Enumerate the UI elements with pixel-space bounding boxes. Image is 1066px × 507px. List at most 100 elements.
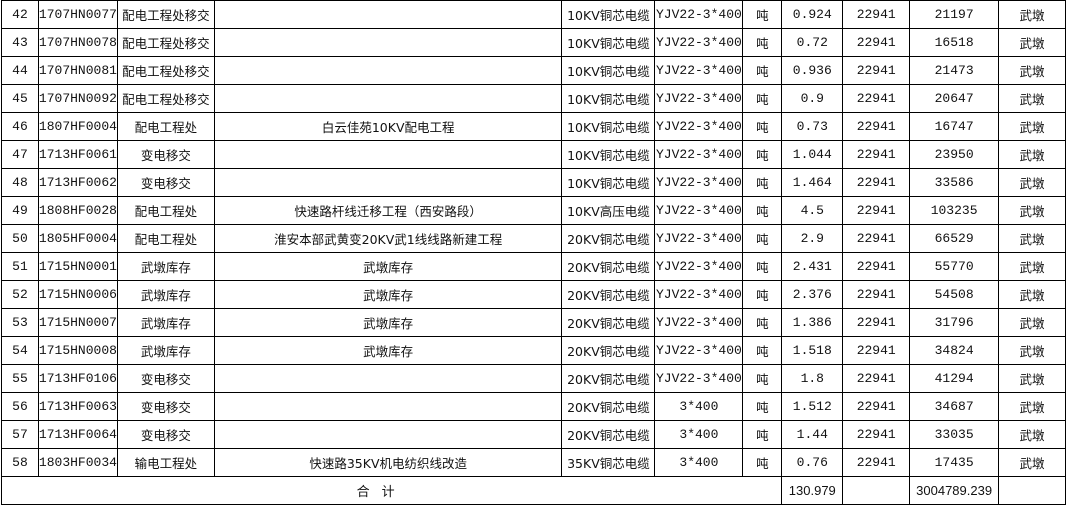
cell-price: 22941	[842, 112, 911, 141]
table-row: 55 1713HF0106 变电移交 20KV铜芯电缆 YJV22-3*400 吨 1.8 2…	[1, 364, 1066, 393]
table-row: 43 1707HN0078 配电工程处移交 10KV铜芯电缆 YJV22-3*400 吨 0…	[1, 28, 1066, 57]
cell-qty: 1.044	[781, 140, 844, 169]
table-row: 44 1707HN0081 配电工程处移交 10KV铜芯电缆 YJV22-3*400 吨 0…	[1, 56, 1066, 85]
cell-unit: 吨	[742, 420, 783, 449]
cell-unit: 吨	[742, 308, 783, 337]
cell-spec: YJV22-3*400	[654, 56, 744, 85]
cell-type: 20KV铜芯电缆	[561, 252, 656, 281]
cell-code: 1715HN0007	[37, 308, 118, 337]
cell-price: 22941	[842, 364, 911, 393]
cell-qty: 1.8	[781, 364, 844, 393]
cell-amount: 66529	[909, 224, 1000, 253]
cell-unit: 吨	[742, 280, 783, 309]
cell-place: 武墩	[998, 140, 1066, 169]
cell-code: 1713HF0106	[37, 364, 118, 393]
cell-type: 20KV铜芯电缆	[561, 420, 656, 449]
cell-project	[213, 392, 563, 421]
cell-price: 22941	[842, 56, 911, 85]
cell-price: 22941	[842, 280, 911, 309]
cell-place: 武墩	[998, 84, 1066, 113]
cell-place: 武墩	[998, 56, 1066, 85]
cell-code: 1715HN0008	[37, 336, 118, 365]
cell-type: 20KV铜芯电缆	[561, 308, 656, 337]
cell-unit: 吨	[742, 392, 783, 421]
cell-no: 49	[1, 196, 39, 225]
cell-place: 武墩	[998, 224, 1066, 253]
cell-qty: 1.464	[781, 168, 844, 197]
cell-code: 1707HN0077	[37, 0, 118, 29]
cell-code: 1713HF0062	[37, 168, 118, 197]
cell-type: 10KV铜芯电缆	[561, 112, 656, 141]
cell-dept: 配电工程处	[116, 196, 215, 225]
cell-code: 1713HF0061	[37, 140, 118, 169]
cell-qty: 2.9	[781, 224, 844, 253]
cell-amount: 34824	[909, 336, 1000, 365]
cell-qty: 2.376	[781, 280, 844, 309]
cell-type: 20KV铜芯电缆	[561, 336, 656, 365]
cell-project	[213, 28, 563, 57]
cell-project	[213, 56, 563, 85]
cell-project: 快速路杆线迁移工程（西安路段）	[213, 196, 563, 225]
cell-place: 武墩	[998, 336, 1066, 365]
cell-amount: 33035	[909, 420, 1000, 449]
cell-no: 48	[1, 168, 39, 197]
cell-amount: 23950	[909, 140, 1000, 169]
cell-project	[213, 84, 563, 113]
cell-project: 武墩库存	[213, 308, 563, 337]
cell-no: 51	[1, 252, 39, 281]
cell-project: 武墩库存	[213, 280, 563, 309]
table-row: 47 1713HF0061 变电移交 10KV铜芯电缆 YJV22-3*400 吨 1.04…	[1, 140, 1066, 169]
cell-project: 快速路35KV机电纺织线改造	[213, 448, 563, 477]
cell-no: 50	[1, 224, 39, 253]
cell-amount: 20647	[909, 84, 1000, 113]
cell-unit: 吨	[742, 56, 783, 85]
cell-dept: 变电移交	[116, 140, 215, 169]
cell-code: 1807HF0004	[37, 112, 118, 141]
cell-dept: 武墩库存	[116, 280, 215, 309]
cell-code: 1713HF0063	[37, 392, 118, 421]
cell-no: 42	[1, 0, 39, 29]
cell-dept: 武墩库存	[116, 336, 215, 365]
cell-price: 22941	[842, 196, 911, 225]
cell-qty: 0.936	[781, 56, 844, 85]
cell-project	[213, 140, 563, 169]
cell-place: 武墩	[998, 308, 1066, 337]
cell-place: 武墩	[998, 252, 1066, 281]
cell-price: 22941	[842, 448, 911, 477]
cell-project: 淮安本部武黄变20KV武1线线路新建工程	[213, 224, 563, 253]
cell-no: 54	[1, 336, 39, 365]
cell-amount: 21197	[909, 0, 1000, 29]
cell-type: 20KV铜芯电缆	[561, 392, 656, 421]
cell-no: 45	[1, 84, 39, 113]
cell-spec: YJV22-3*400	[654, 364, 744, 393]
total-label: 合计	[0, 476, 783, 505]
cell-type: 10KV铜芯电缆	[561, 0, 656, 29]
cell-project: 武墩库存	[213, 336, 563, 365]
table-row: 48 1713HF0062 变电移交 10KV铜芯电缆 YJV22-3*400 吨 1.46…	[1, 168, 1066, 197]
cell-no: 52	[1, 280, 39, 309]
cell-price: 22941	[842, 392, 911, 421]
cell-type: 35KV铜芯电缆	[561, 448, 656, 477]
cell-no: 53	[1, 308, 39, 337]
cell-place: 武墩	[998, 364, 1066, 393]
cell-project	[213, 420, 563, 449]
cell-project	[213, 168, 563, 197]
cell-qty: 4.5	[781, 196, 844, 225]
table-row: 46 1807HF0004 配电工程处 白云佳苑10KV配电工程 10KV铜芯电缆 YJV…	[1, 112, 1066, 141]
cell-price: 22941	[842, 168, 911, 197]
cell-code: 1715HN0001	[37, 252, 118, 281]
cell-unit: 吨	[742, 140, 783, 169]
cell-unit: 吨	[742, 112, 783, 141]
cell-place: 武墩	[998, 28, 1066, 57]
cell-dept: 武墩库存	[116, 252, 215, 281]
cell-spec: YJV22-3*400	[654, 280, 744, 309]
cell-spec: YJV22-3*400	[654, 336, 744, 365]
cell-qty: 1.512	[781, 392, 844, 421]
cell-dept: 配电工程处移交	[116, 56, 215, 85]
cell-qty: 0.72	[781, 28, 844, 57]
table-row: 52 1715HN0006 武墩库存 武墩库存 20KV铜芯电缆 YJV22-3*400 吨…	[1, 280, 1066, 309]
cell-dept: 变电移交	[116, 168, 215, 197]
cell-dept: 变电移交	[116, 364, 215, 393]
cell-price: 22941	[842, 420, 911, 449]
